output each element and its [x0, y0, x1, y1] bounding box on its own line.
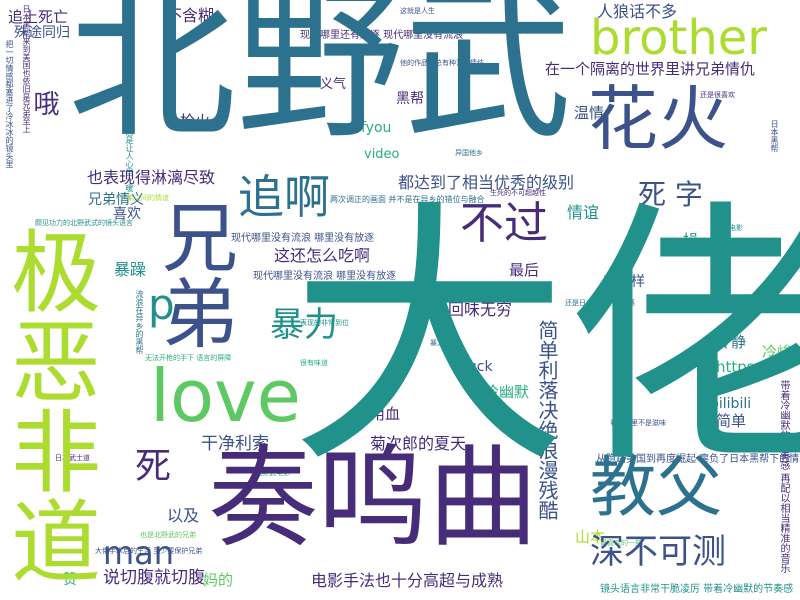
word: 都达到了相当优秀的级别 [398, 173, 575, 192]
word: brother [590, 10, 768, 66]
word: 用血 [370, 405, 401, 423]
word: 也表现得淋漓尽致 [87, 168, 216, 187]
word: 日本黑帮 [770, 120, 779, 152]
word: 无法开枪的手下 语言的屏障 [145, 354, 232, 362]
word: 现代哪里还有放逐 现代哪里没有流浪 [300, 30, 464, 41]
word: 兄弟之间的情谊 [120, 194, 169, 202]
word: 山本 [575, 528, 606, 546]
word: 把一切情感都塞进了冷冰冰的镜头里 [5, 40, 14, 168]
word: 奏鸣曲 [208, 434, 538, 562]
word: 殊途同归 [14, 25, 70, 41]
word: 不含糊 [166, 6, 215, 25]
word: 暴躁 [114, 260, 147, 279]
word: 教父 [590, 449, 722, 526]
word: 喜欢 [113, 206, 141, 222]
word: 他的作品中总有种江湖情结 [400, 59, 484, 67]
word: 干净利索 [201, 434, 269, 454]
word: 极恶非道 [0, 225, 100, 585]
word: fuck [463, 359, 493, 375]
word: 大佬 [290, 177, 800, 501]
word: 说切腹就切腹 [103, 568, 205, 588]
word: 北野武的片子总是让人心里一暖 [125, 80, 134, 192]
word: 赞 [63, 572, 77, 588]
word: 镜头语言非常干脆凌厉 带着冷幽默的节奏感 [600, 584, 794, 595]
word: 颇见功力的北野武式的镜头语言 [35, 219, 133, 227]
word: 冷静 [716, 333, 747, 351]
word: 人狼话不多 [597, 2, 678, 21]
word: fyou [361, 120, 392, 136]
word: 大佬手术后的生活 至少要保护兄弟 [95, 547, 203, 555]
word: 在一个隔离的世界里讲兄弟情仇 [545, 60, 756, 78]
word: 回味无穷 [448, 300, 513, 319]
word: 很有味道 [300, 359, 328, 367]
word: 两次调正的画面 并不是在异乡的错位与融合 [330, 195, 485, 204]
word: 北野武电影 [255, 469, 290, 477]
word: 日本武士道 [55, 454, 90, 462]
word: 冷峻 [762, 343, 793, 361]
word: 追上死亡 [8, 8, 69, 26]
word: 表现的非常到位 [300, 319, 349, 327]
word: https [716, 358, 755, 376]
word: 黑帮 [396, 91, 424, 107]
word: 死 [135, 446, 172, 487]
word: 寂寞的人 [405, 294, 433, 302]
word: 日本黑帮来到美国也依旧是兄弟至上 [22, 5, 31, 133]
word: 以及 [167, 506, 200, 525]
word: 看完心里不是滋味 [610, 419, 666, 427]
word: 北野武 [68, 0, 572, 162]
word: 追啊 [238, 170, 330, 224]
word: 义气 [320, 77, 347, 92]
word: 现代哪里没有流浪 哪里没有放逐 [231, 233, 375, 244]
word: 冷幽默 [484, 383, 530, 401]
word: 死 字 [638, 178, 703, 211]
word: 现代哪里没有流浪 哪里没有放逐 [253, 271, 397, 282]
word: 这还怎么吃啊 [274, 246, 371, 265]
word: p [148, 280, 175, 329]
word: 妈的 [203, 571, 234, 589]
word: 也是北野武的兄弟 [140, 531, 196, 539]
word: 带着冷幽默的节奏感 再配以相当精准的音乐 [778, 380, 789, 574]
word: 电影手法也十分高超与成熟 [311, 571, 504, 590]
word: 情谊 [567, 203, 600, 222]
word: 简单利落决绝浪漫残酷 [535, 320, 559, 520]
word: 枪火 [180, 112, 211, 130]
word: 这就是人生 [400, 7, 435, 15]
word: 深不可测 [590, 532, 726, 572]
word: bilibili [710, 396, 752, 412]
word: 暴力美学 [430, 339, 458, 347]
word: 兄弟 [149, 198, 238, 350]
word: man [103, 534, 175, 572]
word: 还是日本原始的宿命感 [565, 299, 635, 307]
word: love [150, 354, 301, 438]
word: 最喜欢的一部 [600, 539, 642, 547]
word: 不过 [460, 198, 548, 249]
word: 流浪在异乡的黑帮 [135, 290, 144, 354]
word: 简单 [716, 412, 747, 430]
word: 异国他乡 [455, 149, 483, 157]
word: 最后 [509, 261, 540, 279]
word: 温情 [574, 104, 605, 122]
word: 从跑路美国到再度崛起 辜负了日本黑帮下的情 [596, 454, 800, 465]
word: 暴力 [270, 305, 338, 345]
word: 帮派电影 [715, 224, 743, 232]
word: 都一样 [603, 274, 645, 290]
word: video [364, 147, 400, 162]
word: 操 [683, 231, 700, 250]
word: 还是很喜欢 [700, 91, 735, 99]
word: 菊次郎的夏天 [370, 434, 467, 453]
word: 生死的不可超越性 [490, 189, 546, 197]
word: 兄弟情义 [88, 192, 144, 208]
word: 哦 [29, 90, 59, 116]
word: 花火 [588, 78, 728, 160]
